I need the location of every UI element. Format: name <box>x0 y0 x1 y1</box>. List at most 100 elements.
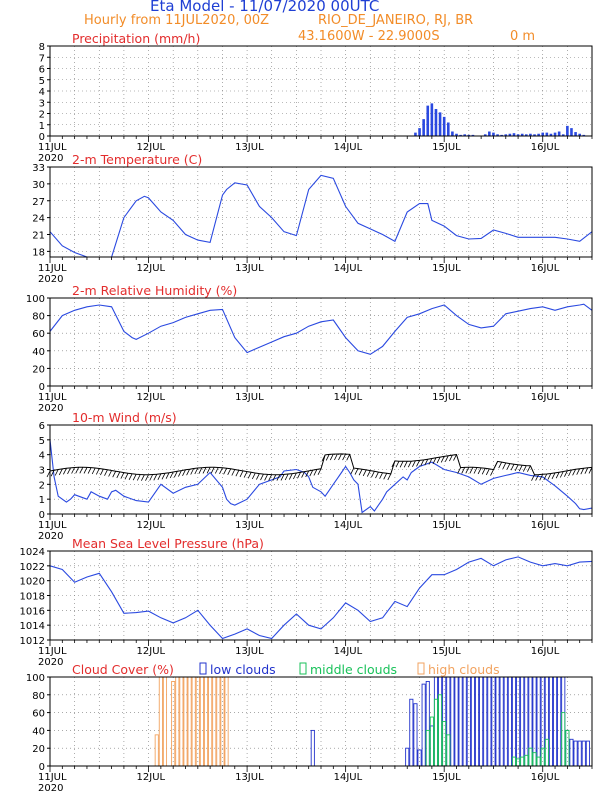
low-cloud-bar <box>409 698 414 767</box>
precip-bar <box>422 119 425 136</box>
precip-bar <box>488 131 491 136</box>
high-cloud-bar <box>154 734 159 767</box>
panel-title: 2-m Relative Humidity (%) <box>72 283 237 298</box>
y-tick-label: 5 <box>39 76 45 87</box>
panel-title: Mean Sea Level Pressure (hPa) <box>72 536 264 551</box>
high-cloud-bar <box>216 676 221 767</box>
x-tick-label: 12JUL <box>137 646 166 657</box>
legend-label: high clouds <box>428 662 500 677</box>
low-cloud-bar <box>577 740 582 767</box>
y-tick-label: 21 <box>32 231 45 242</box>
low-cloud-bar <box>561 676 566 767</box>
x-tick-label: 14JUL <box>334 263 363 274</box>
y-tick-label: 0 <box>39 382 45 393</box>
high-cloud-bar <box>208 676 213 767</box>
precip-bar <box>463 134 467 136</box>
y-tick-label: 0 <box>39 510 45 521</box>
x-tick-label: 14JUL <box>334 392 363 403</box>
x-tick-label: 11JUL <box>38 520 67 531</box>
high-cloud-bar <box>224 676 229 767</box>
y-tick-label: 1020 <box>20 577 45 588</box>
middle-cloud-bar <box>524 754 529 767</box>
y-tick-label: 4 <box>39 87 45 98</box>
middle-cloud-bar <box>429 716 434 767</box>
precip-bar <box>574 132 577 136</box>
panel-humidity: 2-m Relative Humidity (%) 0 20 40 60 80 100 11J… <box>26 283 593 414</box>
x-tick-label: 16JUL <box>531 263 560 274</box>
low-cloud-bar <box>450 676 455 767</box>
precip-bar <box>438 112 442 136</box>
middle-cloud-bar <box>561 712 566 767</box>
low-cloud-bar <box>557 676 562 767</box>
precip-bar <box>471 134 475 136</box>
precip-bar <box>549 133 553 136</box>
precip-bar <box>561 134 565 136</box>
x-tick-label: 15JUL <box>432 142 461 153</box>
precip-bar <box>516 134 520 136</box>
y-tick-label: 4 <box>39 451 45 462</box>
y-tick-label: 0 <box>39 132 45 143</box>
y-tick-label: 1014 <box>20 621 45 632</box>
y-tick-label: 30 <box>32 180 45 191</box>
x-tick-label: 14JUL <box>334 646 363 657</box>
low-cloud-bar <box>585 740 590 767</box>
y-tick-label: 1018 <box>20 592 45 603</box>
y-tick-label: 3 <box>39 466 45 477</box>
low-cloud-bar <box>458 676 463 767</box>
precip-bar <box>500 134 503 136</box>
low-cloud-bar <box>429 725 434 767</box>
x-tick-label: 15JUL <box>432 263 461 274</box>
y-tick-label: 2 <box>39 110 45 121</box>
middle-cloud-bar <box>511 756 517 767</box>
low-cloud-bar <box>499 676 504 767</box>
panel-title: Cloud Cover (%) <box>72 662 174 677</box>
precip-bar <box>426 105 430 136</box>
x-tick-label: 11JUL <box>38 646 67 657</box>
x-year-label: 2020 <box>38 153 63 164</box>
series-line <box>49 174 593 258</box>
panel-wind: 10-m Wind (m/s) 0 1 2 3 4 5 6 11JUL 12JUL 13JUL 14J… <box>38 410 593 542</box>
x-tick-label: 11JUL <box>38 772 67 783</box>
precip-bar <box>578 133 581 136</box>
y-tick-label: 40 <box>32 347 45 358</box>
y-tick-label: 24 <box>32 214 45 225</box>
y-tick-label: 100 <box>26 294 45 305</box>
low-cloud-bar <box>548 676 553 767</box>
precip-bar <box>520 133 524 136</box>
x-year-label: 2020 <box>38 783 63 792</box>
precip-bar <box>483 134 487 136</box>
x-year-label: 2020 <box>38 403 63 414</box>
middle-cloud-bar <box>433 698 439 767</box>
panel-pressure: Mean Sea Level Pressure (hPa) 1012 1014 101… <box>20 536 593 668</box>
y-tick-label: 60 <box>32 709 45 720</box>
high-cloud-bar <box>175 676 180 767</box>
low-cloud-bar <box>511 676 517 767</box>
x-tick-label: 12JUL <box>137 142 166 153</box>
legend-swatch <box>199 662 207 675</box>
wind-barbs <box>46 453 593 481</box>
low-cloud-bar <box>569 738 574 767</box>
precip-bar <box>430 103 434 136</box>
low-cloud-bar <box>479 676 484 767</box>
precip-bar <box>508 133 512 136</box>
x-tick-label: 12JUL <box>137 392 166 403</box>
low-cloud-bar <box>503 676 508 767</box>
x-tick-label: 15JUL <box>432 520 461 531</box>
y-tick-label: 40 <box>32 726 45 737</box>
y-tick-label: 8 <box>39 42 45 53</box>
y-tick-label: 1024 <box>20 547 45 558</box>
low-cloud-bar <box>462 676 467 767</box>
x-tick-label: 15JUL <box>432 392 461 403</box>
y-tick-label: 2 <box>39 480 45 491</box>
panel-title: 10-m Wind (m/s) <box>72 410 177 425</box>
low-cloud-bar <box>425 681 430 767</box>
x-year-label: 2020 <box>38 657 63 668</box>
series-line <box>49 439 593 514</box>
x-tick-label: 12JUL <box>137 520 166 531</box>
chart-title: Eta Model - 11/07/2020 00UTC <box>150 0 380 15</box>
high-cloud-bar <box>158 676 163 767</box>
x-tick-label: 14JUL <box>334 520 363 531</box>
low-cloud-bar <box>495 676 500 767</box>
